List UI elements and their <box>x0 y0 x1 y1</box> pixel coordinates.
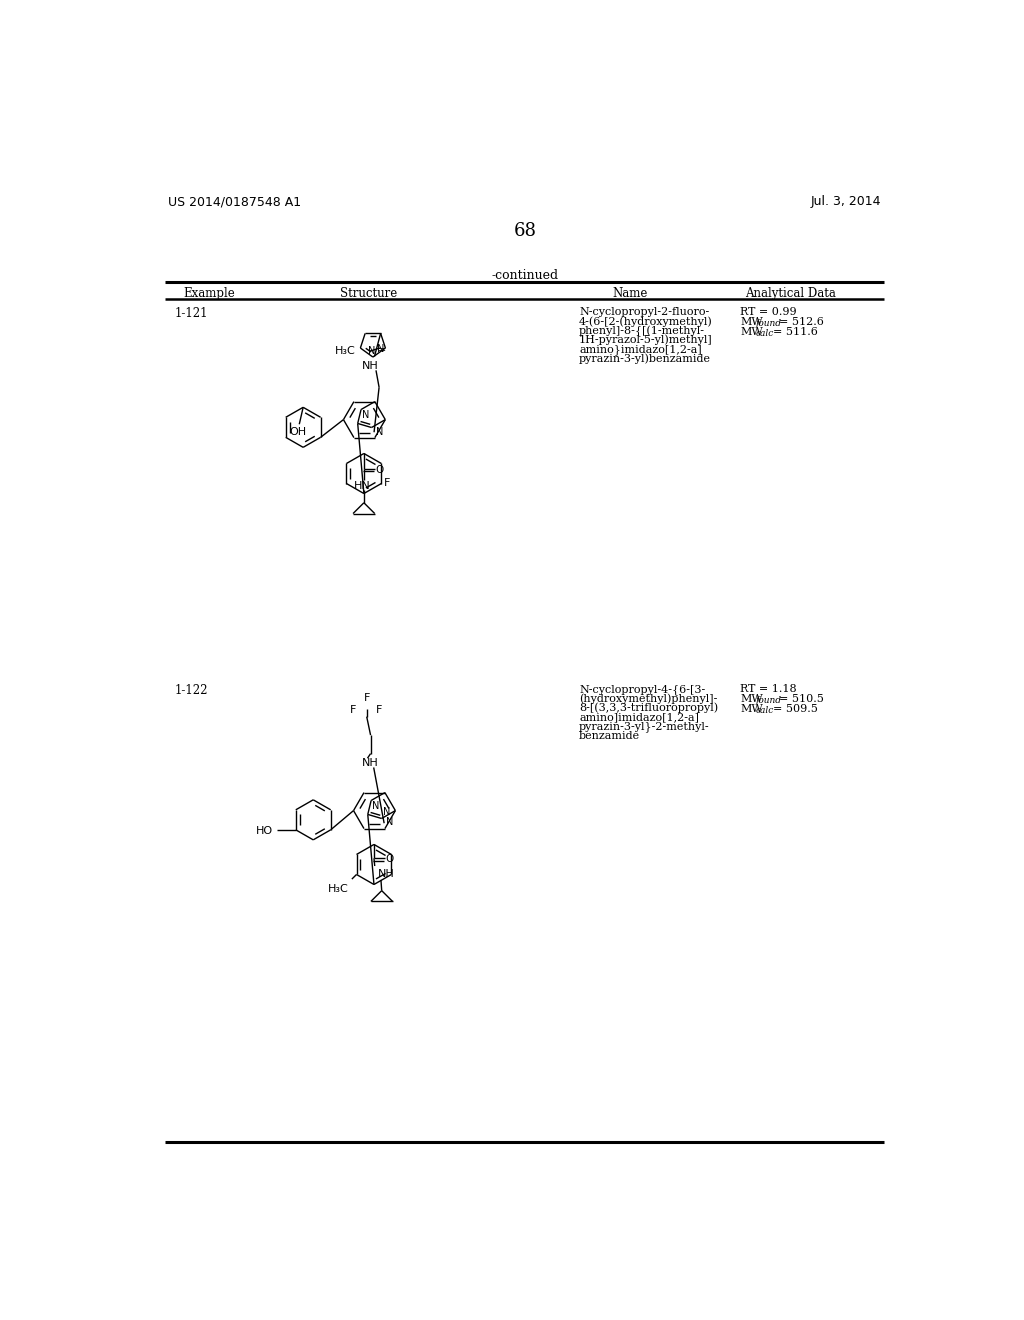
Text: N-cyclopropyl-4-{6-[3-: N-cyclopropyl-4-{6-[3- <box>579 684 706 696</box>
Text: amino}imidazo[1,2-a]: amino}imidazo[1,2-a] <box>579 345 701 355</box>
Text: H₃C: H₃C <box>328 883 349 894</box>
Text: H₃C: H₃C <box>335 346 356 356</box>
Text: Jul. 3, 2014: Jul. 3, 2014 <box>811 195 882 209</box>
Text: N: N <box>372 801 379 812</box>
Text: O: O <box>386 854 394 865</box>
Text: N: N <box>386 817 394 828</box>
Text: = 510.5: = 510.5 <box>779 694 824 705</box>
Text: 1-121: 1-121 <box>174 308 208 319</box>
Text: Example: Example <box>183 286 236 300</box>
Text: (hydroxymethyl)phenyl]-: (hydroxymethyl)phenyl]- <box>579 693 718 704</box>
Text: NH: NH <box>378 869 394 879</box>
Text: =: = <box>378 346 386 355</box>
Text: Name: Name <box>612 286 648 300</box>
Text: 1-122: 1-122 <box>174 684 208 697</box>
Text: pyrazin-3-yl)benzamide: pyrazin-3-yl)benzamide <box>579 354 711 364</box>
Text: calc: calc <box>756 706 774 715</box>
Text: F: F <box>364 693 370 702</box>
Text: Analytical Data: Analytical Data <box>745 286 836 300</box>
Text: US 2014/0187548 A1: US 2014/0187548 A1 <box>168 195 301 209</box>
Text: O: O <box>376 465 384 475</box>
Text: -continued: -continued <box>492 268 558 281</box>
Text: = 512.6: = 512.6 <box>779 317 824 327</box>
Text: MW: MW <box>740 317 763 327</box>
Text: NH: NH <box>361 360 378 371</box>
Text: 8-[(3,3,3-trifluoropropyl): 8-[(3,3,3-trifluoropropyl) <box>579 702 718 713</box>
Text: benzamide: benzamide <box>579 730 640 741</box>
Text: MW: MW <box>740 327 763 337</box>
Text: N: N <box>383 807 390 817</box>
Text: N: N <box>377 426 384 437</box>
Text: 4-(6-[2-(hydroxymethyl): 4-(6-[2-(hydroxymethyl) <box>579 317 713 327</box>
Text: RT = 0.99: RT = 0.99 <box>740 308 797 317</box>
Text: OH: OH <box>289 426 306 437</box>
Text: phenyl]-8-{[(1-methyl-: phenyl]-8-{[(1-methyl- <box>579 326 706 337</box>
Text: N: N <box>361 411 370 420</box>
Text: calc: calc <box>756 329 774 338</box>
Text: amino]imidazo[1,2-a]: amino]imidazo[1,2-a] <box>579 711 699 722</box>
Text: = 509.5: = 509.5 <box>773 705 818 714</box>
Text: MW: MW <box>740 705 763 714</box>
Text: 1H-pyrazol-5-yl)methyl]: 1H-pyrazol-5-yl)methyl] <box>579 335 713 346</box>
Text: N: N <box>377 343 384 354</box>
Text: MW: MW <box>740 694 763 705</box>
Text: F: F <box>384 478 390 488</box>
Text: N-cyclopropyl-2-fluoro-: N-cyclopropyl-2-fluoro- <box>579 308 710 317</box>
Text: Structure: Structure <box>340 286 397 300</box>
Text: = 511.6: = 511.6 <box>773 327 818 337</box>
Text: found: found <box>756 318 781 327</box>
Text: F: F <box>376 705 382 715</box>
Text: HO: HO <box>255 825 272 836</box>
Text: RT = 1.18: RT = 1.18 <box>740 684 797 694</box>
Text: NH: NH <box>362 758 379 768</box>
Text: pyrazin-3-yl}-2-methyl-: pyrazin-3-yl}-2-methyl- <box>579 721 710 733</box>
Text: HN: HN <box>354 482 371 491</box>
Text: found: found <box>756 696 781 705</box>
Text: 68: 68 <box>513 222 537 239</box>
Text: N: N <box>369 346 376 355</box>
Text: F: F <box>349 705 356 715</box>
